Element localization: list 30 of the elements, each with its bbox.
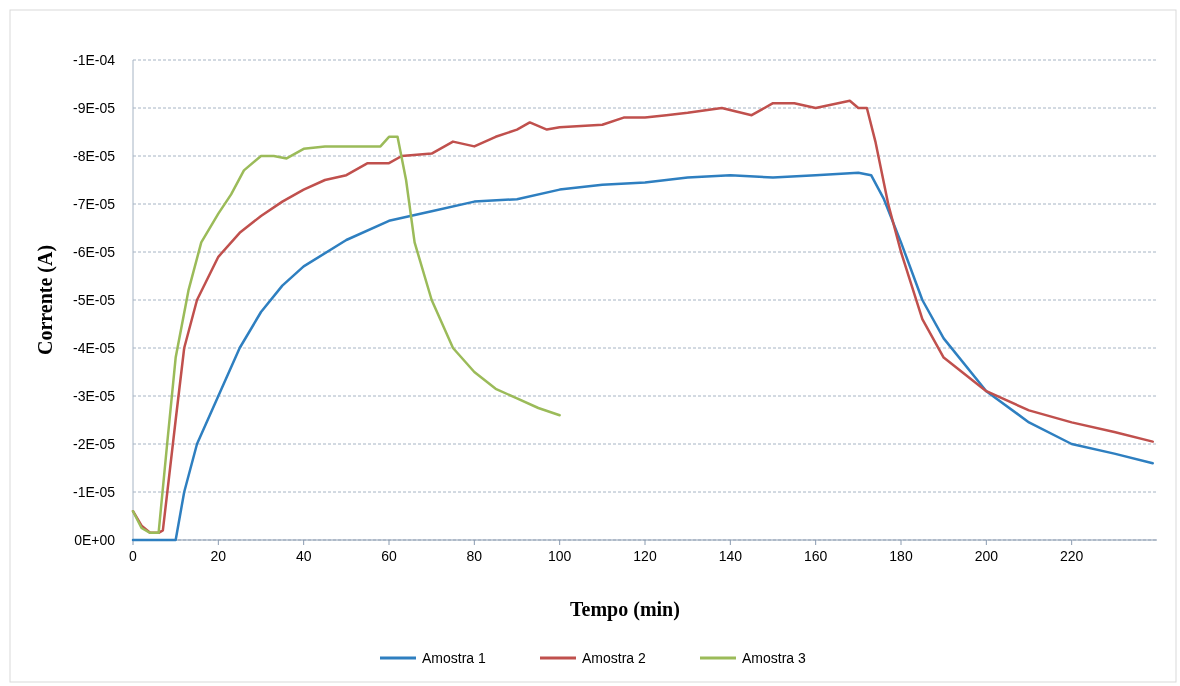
y-tick-label: -9E-05	[72, 100, 116, 116]
legend-label: Amostra 2	[582, 650, 647, 666]
y-tick-label: -4E-05	[72, 340, 116, 356]
y-tick-label: -6E-05	[72, 244, 116, 260]
x-tick-label: 200	[974, 548, 999, 564]
x-tick-label: 40	[295, 548, 312, 564]
y-tick-label: -2E-05	[72, 436, 116, 452]
y-tick-label: -3E-05	[72, 388, 116, 404]
x-tick-label: 180	[889, 548, 913, 564]
legend-label: Amostra 1	[422, 650, 487, 666]
x-tick-label: 80	[466, 548, 483, 564]
x-tick-label: 0	[129, 548, 138, 564]
x-tick-label: 120	[633, 548, 657, 564]
x-tick-label: 60	[381, 548, 397, 564]
x-tick-label: 160	[803, 548, 828, 564]
y-tick-label: 0E+00	[74, 532, 116, 548]
y-tick-label: -1E-04	[72, 52, 116, 68]
legend-label: Amostra 3	[742, 650, 807, 666]
y-tick-label: -7E-05	[72, 196, 116, 212]
x-axis-title: Tempo (min)	[570, 598, 680, 621]
y-tick-label: -1E-05	[72, 484, 116, 500]
x-tick-label: 220	[1059, 548, 1084, 564]
y-axis-title: Corrente (A)	[34, 244, 57, 356]
y-tick-label: -5E-05	[72, 292, 116, 308]
x-tick-label: 20	[210, 548, 227, 564]
y-tick-label: -8E-05	[72, 148, 116, 164]
x-tick-label: 140	[718, 548, 743, 564]
x-tick-label: 100	[547, 548, 572, 564]
line-series	[131, 135, 561, 535]
line-series	[131, 171, 1154, 542]
